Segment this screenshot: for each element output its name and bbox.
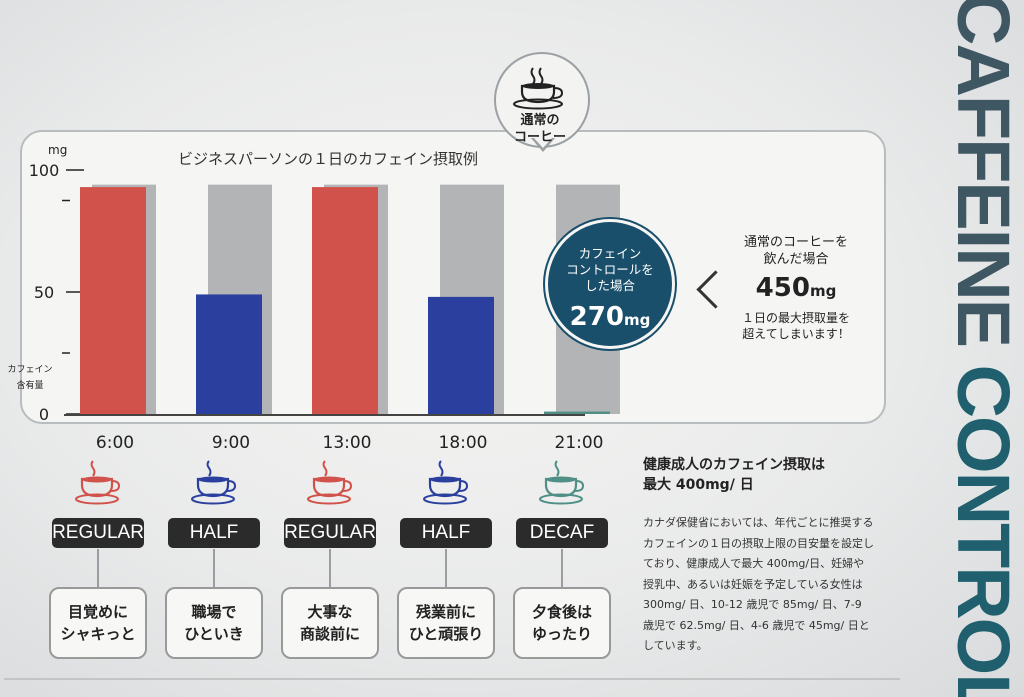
y-axis-label-line2: 含有量 — [16, 379, 43, 391]
info-body: カナダ保健省においては、年代ごとに推奨するカフェインの１日の摂取上限の目安量を設… — [643, 516, 874, 652]
scene-label: 職場で ひといき — [165, 587, 263, 659]
connector-line — [561, 549, 563, 587]
bubble-tail-inner — [533, 137, 553, 148]
cup-type-badge: HALF — [168, 518, 260, 548]
y-tick-label-4: 0 — [39, 405, 49, 424]
cup-type-badge: REGULAR — [284, 518, 376, 548]
compare-note1: １日の最大摂取量を — [741, 311, 850, 325]
scene-label: 大事な 商談前に — [281, 587, 379, 659]
caffeine-control-circle: カフェイン コントロールを した場合 270mg — [548, 222, 672, 346]
control-line1: カフェイン — [578, 246, 642, 261]
coffee-cup-icon — [191, 460, 237, 505]
compare-unit: mg — [809, 282, 837, 300]
scene-label-line2: シャキっと — [60, 625, 136, 643]
chart-title: ビジネスパーソンの１日のカフェイン摂取例 — [178, 150, 479, 168]
scene-label-line2: ひといき — [184, 625, 244, 643]
control-value: 270 — [569, 302, 624, 332]
coffee-cup-icon — [423, 460, 469, 505]
connector-line — [97, 549, 99, 587]
x-tick-label-2: 13:00 — [323, 433, 372, 453]
side-title-word2: CONTROL — [942, 364, 1024, 697]
scene-label-line2: 商談前に — [299, 625, 360, 643]
info-heading2: 最大 400mg/ 日 — [643, 477, 754, 493]
caffeine-bar-1 — [196, 294, 262, 414]
bubble-line2: コーヒー — [513, 130, 566, 145]
control-line2: コントロールを — [566, 262, 654, 277]
info-heading: 健康成人のカフェイン摂取は 最大 400mg/ 日 — [643, 455, 873, 495]
coffee-cup-icon — [75, 460, 121, 505]
scene-label-line1: 残業前に — [415, 603, 476, 621]
caffeine-bar-0 — [80, 187, 146, 414]
control-unit: mg — [623, 311, 651, 329]
compare-value: 450 — [755, 273, 810, 303]
compare-note2: 超えてしまいます！ — [742, 327, 850, 341]
x-tick-label-4: 21:00 — [555, 433, 604, 453]
info-heading1: 健康成人のカフェイン摂取は — [643, 457, 825, 473]
panel-bottom-rule — [4, 678, 900, 680]
y-axis-label-line1: カフェイン — [7, 364, 52, 375]
side-title-word1: CAFFEINE — [942, 0, 1024, 346]
scene-label-line1: 目覚めに — [67, 603, 128, 621]
x-tick-label-1: 9:00 — [212, 433, 250, 453]
control-line3: した場合 — [584, 278, 635, 293]
compare-line1: 通常のコーヒーを — [743, 235, 848, 250]
normal-coffee-cup-icon — [513, 67, 564, 110]
scene-label: 目覚めに シャキっと — [49, 587, 147, 659]
normal-coffee-comparison: 通常のコーヒーを 飲んだ場合 450mg １日の最大摂取量を 超えてしまいます！ — [726, 234, 866, 342]
scene-label-line2: ゆったり — [531, 625, 592, 643]
connector-line — [445, 549, 447, 587]
y-tick-label-0: 100 — [29, 161, 60, 180]
x-tick-label-3: 18:00 — [439, 433, 488, 453]
side-title: CAFFEINE CONTROL — [938, 0, 1024, 697]
connector-line — [213, 549, 215, 587]
scene-label-line2: ひと頑張り — [408, 625, 484, 643]
connector-line — [329, 549, 331, 587]
coffee-cup-icon — [539, 460, 585, 505]
x-tick-label-0: 6:00 — [96, 433, 134, 453]
cup-type-badge: DECAF — [516, 518, 608, 548]
scene-label: 夕食後は ゆったり — [513, 587, 611, 659]
bubble-label: 通常の コーヒー — [500, 112, 580, 146]
cup-type-badge: REGULAR — [52, 518, 144, 548]
scene-label-line1: 大事な — [307, 603, 353, 621]
coffee-cup-icon — [307, 460, 353, 505]
y-unit-label: mg — [48, 143, 67, 157]
cup-type-badge: HALF — [400, 518, 492, 548]
caffeine-bar-4 — [544, 411, 610, 414]
compare-line2: 飲んだ場合 — [763, 252, 829, 267]
scene-label: 残業前に ひと頑張り — [397, 587, 495, 659]
y-tick-label-2: 50 — [34, 283, 54, 302]
caffeine-bar-3 — [428, 296, 494, 414]
bubble-line1: 通常の — [520, 113, 560, 128]
scene-label-line1: 職場で — [191, 603, 237, 621]
caffeine-bar-2 — [312, 187, 378, 414]
scene-label-line1: 夕食後は — [531, 603, 592, 621]
